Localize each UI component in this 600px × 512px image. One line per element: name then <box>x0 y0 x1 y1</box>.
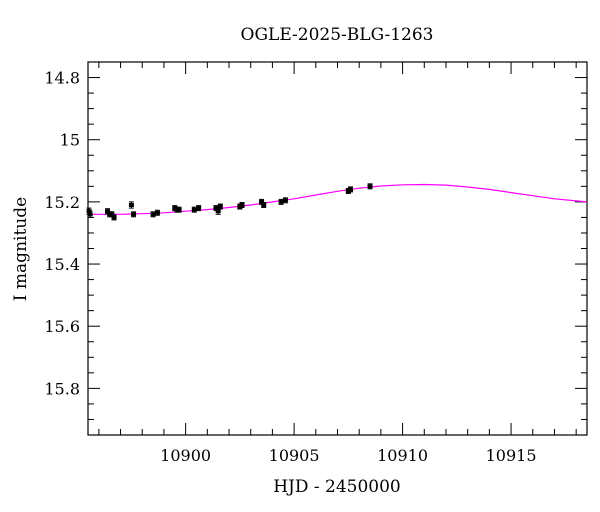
data-point <box>278 198 284 205</box>
data-point <box>196 205 202 212</box>
point-marker <box>154 210 160 215</box>
point-marker <box>191 207 197 212</box>
x-tick-label: 10910 <box>377 446 428 465</box>
y-tick-label: 14.8 <box>44 69 80 88</box>
x-tick-label: 10900 <box>160 446 211 465</box>
point-marker <box>278 199 284 204</box>
point-marker <box>217 204 223 209</box>
y-tick-label: 15.4 <box>44 255 80 274</box>
axis-ticks <box>88 61 587 436</box>
data-point <box>367 183 373 190</box>
y-tick-label: 15.2 <box>44 193 80 212</box>
y-tick-label: 15 <box>60 131 80 150</box>
x-axis-label: HJD - 2450000 <box>273 477 401 497</box>
point-marker <box>348 187 354 192</box>
point-marker <box>109 212 115 217</box>
point-marker <box>105 209 111 214</box>
data-point <box>128 201 134 209</box>
point-marker <box>111 215 117 220</box>
data-point <box>239 201 245 208</box>
y-tick-label: 15.8 <box>44 379 80 398</box>
y-tick-labels: 14.8 15 15.2 15.4 15.6 15.8 <box>44 69 80 399</box>
data-point <box>150 211 156 218</box>
point-marker <box>196 206 202 211</box>
plot-frame <box>87 61 588 436</box>
data-point <box>154 209 160 216</box>
x-tick-label: 10905 <box>269 446 320 465</box>
data-point <box>282 197 288 204</box>
point-marker <box>128 202 134 207</box>
point-marker <box>239 202 245 207</box>
data-point <box>111 214 117 221</box>
point-marker <box>282 198 288 203</box>
data-point <box>131 211 137 218</box>
chart-title: OGLE-2025-BLG-1263 <box>241 25 434 45</box>
point-marker <box>261 202 267 207</box>
data-point <box>87 210 93 218</box>
point-marker <box>215 209 221 214</box>
point-marker <box>367 184 373 189</box>
point-marker <box>259 199 265 204</box>
point-marker <box>87 212 93 217</box>
point-marker <box>176 207 182 212</box>
x-tick-labels: 10900 10905 10910 10915 <box>160 446 536 465</box>
point-marker <box>131 212 137 217</box>
y-axis-label: I magnitude <box>11 197 31 301</box>
data-points <box>86 183 373 221</box>
data-point <box>176 206 182 213</box>
data-point <box>261 201 267 208</box>
data-point <box>348 186 354 193</box>
y-tick-label: 15.6 <box>44 317 80 336</box>
point-marker <box>150 212 156 217</box>
model-curve <box>88 183 588 215</box>
x-tick-label: 10915 <box>486 446 537 465</box>
data-point <box>191 206 197 213</box>
data-point <box>217 203 223 210</box>
